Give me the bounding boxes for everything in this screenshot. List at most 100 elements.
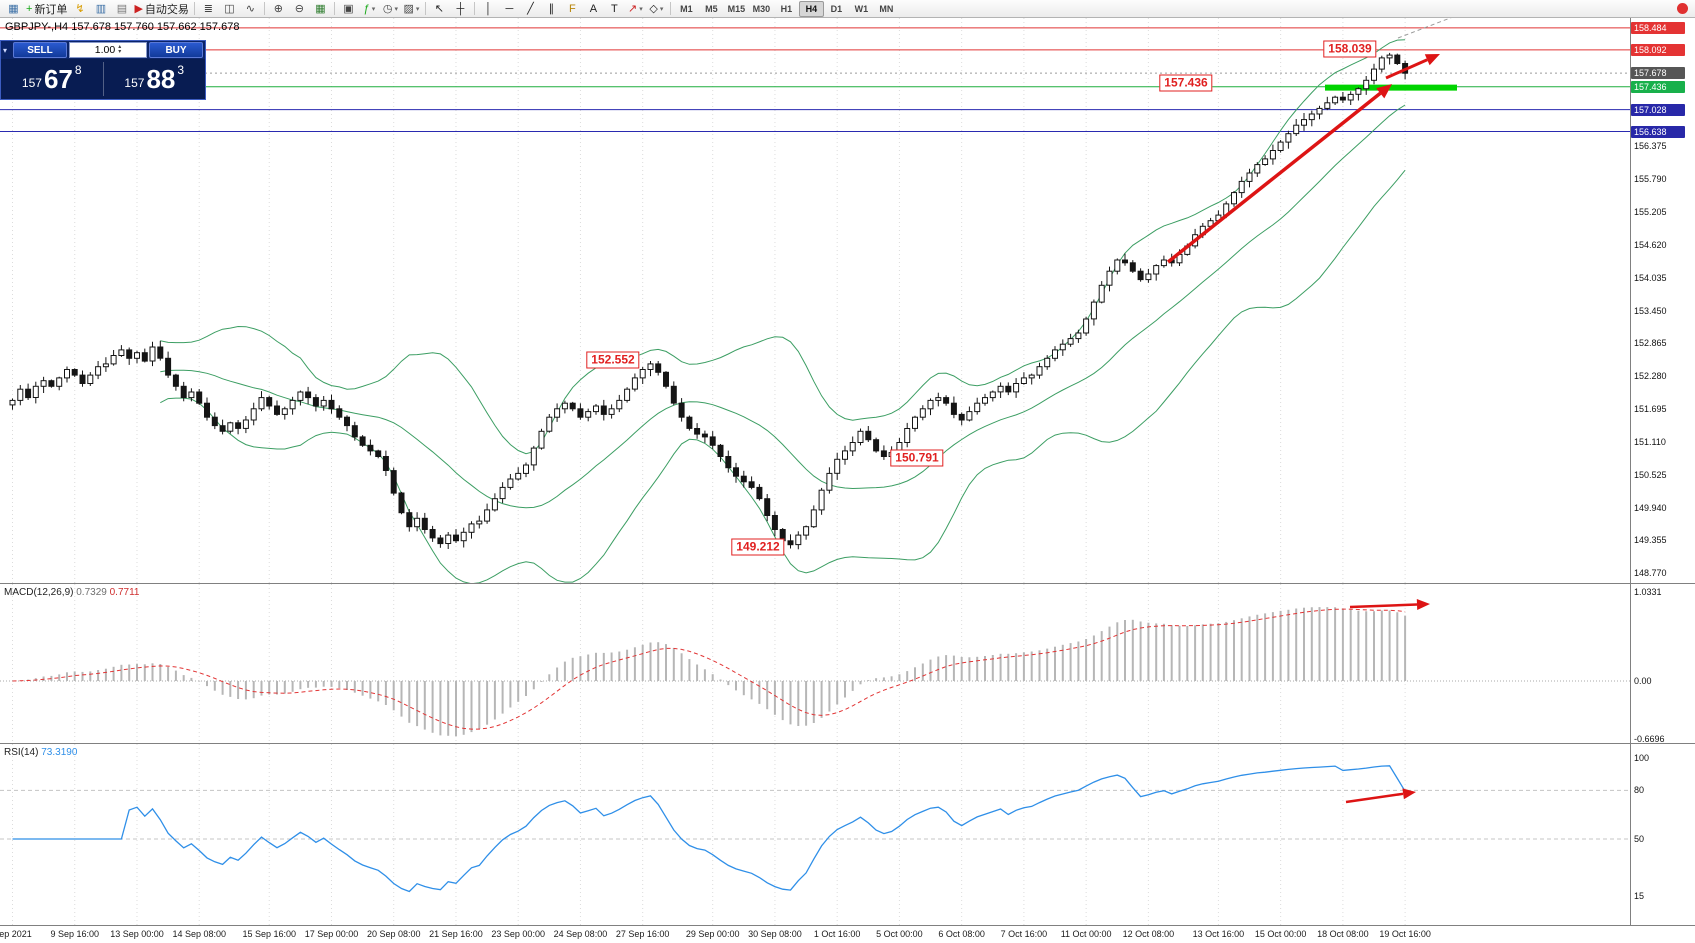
timeframe-button-m1[interactable]: M1 (680, 3, 693, 14)
new-chart-icon[interactable]: ▦ (3, 1, 24, 17)
price-callout[interactable]: 158.039 (1323, 40, 1377, 58)
notification-icon[interactable] (1677, 3, 1688, 14)
cursor-icon[interactable]: ↖ (429, 1, 450, 17)
one-click-trading-icon: ↯ (75, 2, 85, 15)
price-tag: 158.484 (1631, 21, 1685, 34)
line-chart-icon[interactable]: ∿ (240, 1, 261, 17)
sell-price[interactable]: 157 67 8 (1, 59, 103, 99)
collapse-caret-icon[interactable]: ▾ (3, 45, 8, 55)
panel-separator[interactable] (0, 583, 1695, 584)
one-click-trading-icon[interactable]: ↯ (69, 1, 90, 17)
toolbar: ▦ + 新订单 ↯ ▥ ▤ ▶ 自动交易 ≣ ◫ ∿ ⊕ ⊖ ▦ ▣ ƒ ▾ ◷ ▾ ▨ ▾ ↖ ┼ │ ─ ╱ ∥ F A T ↗ ▾ ◇ ▾ M… (0, 0, 1695, 18)
volume-spinner[interactable]: ▴ ▾ (118, 44, 121, 55)
time-axis-label: Sep 2021 (0, 929, 32, 939)
price-callout[interactable]: 152.552 (586, 351, 640, 369)
period-icon[interactable]: ◷ ▾ (380, 1, 401, 17)
buy-price-big: 157 (124, 76, 145, 90)
cursor-icon: ↖ (434, 2, 445, 15)
vertical-line-icon: │ (484, 2, 492, 15)
price-tag: 157.678 (1631, 67, 1685, 80)
price-axis-label: 15 (1634, 890, 1645, 901)
timeframe-button-mn[interactable]: MN (879, 3, 894, 14)
zoom-out-icon[interactable]: ⊖ (289, 1, 310, 17)
panel-separator[interactable] (0, 925, 1695, 926)
price-chart-canvas[interactable] (0, 18, 1695, 584)
autotrade-button: ▶ (134, 2, 143, 15)
price-axis-label: 151.110 (1634, 436, 1666, 447)
symbol-ohlc-label: GBPJPY-,H4 157.678 157.760 157.662 157.6… (5, 21, 240, 33)
panel-separator[interactable] (0, 743, 1695, 744)
candles-chart-icon: ◫ (224, 2, 235, 15)
tile-windows-icon: ▦ (315, 2, 326, 15)
price-axis-label: 149.940 (1634, 502, 1667, 513)
volume-input[interactable]: 1.00 ▴ ▾ (69, 42, 147, 58)
trendline-icon[interactable]: ╱ (520, 1, 541, 17)
rsi-name: RSI(14) (4, 747, 39, 758)
price-axis-label: 152.865 (1634, 338, 1667, 349)
timeframe-button-d1[interactable]: D1 (830, 3, 843, 14)
rsi-panel-canvas[interactable] (0, 744, 1695, 926)
new-order-button[interactable]: + 新订单 (24, 1, 69, 17)
arrange-icon[interactable]: ▣ (338, 1, 359, 17)
red-trend-arrow[interactable] (1349, 599, 1430, 610)
text-icon[interactable]: A (583, 1, 604, 17)
label-icon[interactable]: T (604, 1, 625, 17)
autotrade-button[interactable]: ▶ 自动交易 (132, 1, 190, 17)
candles-chart-icon[interactable]: ◫ (219, 1, 240, 17)
templates-icon[interactable]: ▨ ▾ (401, 1, 422, 17)
tile-windows-icon[interactable]: ▦ (310, 1, 331, 17)
timeframe-button-h1[interactable]: H1 (780, 3, 793, 14)
red-trend-arrow[interactable] (1166, 84, 1392, 264)
time-axis-label: 13 Oct 16:00 (1192, 929, 1245, 939)
price-axis-label: 149.355 (1634, 535, 1667, 546)
timeframe-button-h4[interactable]: H4 (798, 0, 824, 17)
time-axis-label: 9 Sep 16:00 (50, 929, 100, 939)
toolbar-separator (333, 2, 335, 15)
volume-value: 1.00 (94, 44, 116, 56)
timeframe-button-m15[interactable]: M15 (727, 3, 746, 14)
horizontal-line-icon[interactable]: ─ (499, 1, 520, 17)
bars-chart-icon: ≣ (203, 2, 214, 15)
red-trend-arrow[interactable] (1385, 54, 1440, 80)
macd-panel-canvas[interactable] (0, 584, 1695, 744)
price-callout[interactable]: 149.212 (731, 538, 785, 556)
price-axis-label: 148.770 (1634, 568, 1667, 579)
vertical-line-icon[interactable]: │ (478, 1, 499, 17)
channel-icon[interactable]: ∥ (541, 1, 562, 17)
sell-price-big: 157 (21, 76, 42, 90)
fibonacci-icon[interactable]: F (562, 1, 583, 17)
bars-chart-icon[interactable]: ≣ (198, 1, 219, 17)
period-icon: ◷ (382, 2, 393, 15)
buy-button[interactable]: BUY (149, 42, 203, 58)
buy-price-pips: 88 (146, 64, 176, 94)
indicators-icon[interactable]: ƒ ▾ (359, 1, 380, 17)
sell-button[interactable]: SELL (13, 42, 67, 58)
arrows-tool-icon[interactable]: ↗ ▾ (625, 1, 646, 17)
alerts-icon[interactable]: ▤ (111, 1, 132, 17)
timeframe-button-w1[interactable]: W1 (854, 3, 869, 14)
new-chart-icon: ▦ (8, 2, 19, 15)
label-icon: T (611, 2, 618, 15)
timeframe-button-m30[interactable]: M30 (752, 3, 771, 14)
shapes-icon: ◇ (649, 2, 658, 15)
timeframe-button-m5[interactable]: M5 (705, 3, 718, 14)
price-axis-label: 151.695 (1634, 404, 1667, 415)
crosshair-icon[interactable]: ┼ (450, 1, 471, 17)
chart-windows-icon[interactable]: ▥ (90, 1, 111, 17)
time-axis[interactable]: Sep 2021 9 Sep 16:00 13 Sep 00:00 14 Sep 08… (0, 926, 1695, 943)
price-divider (102, 62, 104, 96)
chevron-down-icon: ▾ (371, 5, 376, 13)
price-callout[interactable]: 157.436 (1159, 74, 1213, 92)
zoom-in-icon[interactable]: ⊕ (268, 1, 289, 17)
time-axis-label: 18 Oct 08:00 (1317, 929, 1369, 939)
buy-price[interactable]: 157 88 3 (104, 59, 206, 99)
fibonacci-icon: F (569, 2, 576, 15)
price-axis-label: 155.790 (1634, 174, 1667, 185)
price-axis-label: 156.375 (1634, 141, 1667, 152)
price-callout[interactable]: 150.791 (890, 449, 944, 467)
shapes-icon[interactable]: ◇ ▾ (646, 1, 667, 17)
red-trend-arrow[interactable] (1345, 788, 1416, 804)
text-icon: A (589, 2, 598, 15)
price-axis-label: 155.205 (1634, 207, 1667, 217)
